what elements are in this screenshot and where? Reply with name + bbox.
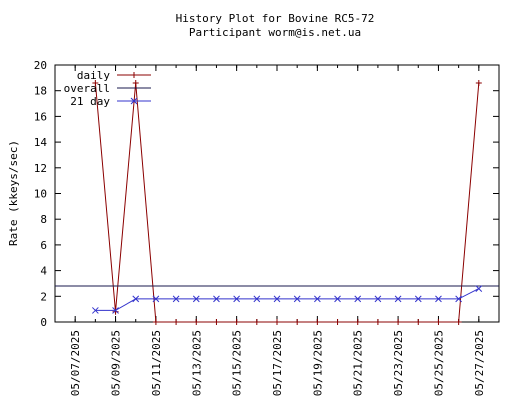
data-point-21-day [112, 307, 119, 314]
data-point-21-day [293, 295, 301, 303]
data-point-21-day [414, 295, 422, 303]
data-point-daily [112, 308, 119, 315]
legend-label-21-day: 21 day [70, 95, 110, 108]
y-tick-label: 14 [34, 136, 48, 149]
data-point-daily [173, 319, 180, 325]
x-tick-label: 05/21/2025 [352, 330, 365, 396]
x-tick-label: 05/25/2025 [432, 330, 445, 396]
y-tick-label: 10 [34, 188, 47, 201]
x-tick-label: 05/27/2025 [473, 330, 486, 396]
y-tick-label: 8 [40, 213, 47, 226]
data-point-daily [132, 79, 139, 86]
x-tick-label: 05/09/2025 [110, 330, 123, 396]
x-tick-label: 05/23/2025 [392, 330, 405, 396]
data-point-21-day [374, 295, 382, 303]
data-point-daily [233, 319, 240, 325]
legend-label-overall: overall [64, 82, 110, 95]
series-layer [55, 79, 499, 325]
data-point-21-day [152, 295, 160, 303]
y-axis-label: Rate (kkeys/sec) [7, 140, 20, 246]
series-daily [92, 79, 482, 325]
x-tick-label: 05/07/2025 [69, 330, 82, 396]
plot-border [54, 64, 500, 323]
ticks-layer: 0 2 4 6 8 10 12 14 16 18 20 05/07/2025 05/09/2025 05/… [34, 59, 499, 396]
chart-subtitle: Participant worm@is.net.ua [189, 26, 361, 39]
data-point-daily [354, 319, 361, 325]
y-tick-label: 18 [34, 85, 47, 98]
legend-label-daily: daily [77, 69, 110, 82]
y-tick-label: 0 [40, 316, 47, 329]
y-tick-label: 2 [40, 290, 47, 303]
x-tick-label: 05/17/2025 [271, 330, 284, 396]
data-point-21-day [213, 295, 220, 303]
legend-marker-21-day [130, 97, 138, 105]
data-point-21-day [233, 295, 240, 303]
x-tick-label: 05/13/2025 [190, 330, 203, 396]
series-line-daily [94, 82, 480, 323]
y-tick-label: 12 [34, 162, 47, 175]
data-point-daily [294, 319, 301, 325]
data-point-daily [152, 319, 159, 325]
data-point-21-day [354, 295, 362, 303]
data-point-21-day [435, 295, 442, 303]
x-tick-label: 05/19/2025 [311, 330, 324, 396]
x-tick-label: 05/15/2025 [231, 330, 244, 396]
y-tick-label: 6 [40, 239, 47, 252]
y-tick-label: 16 [34, 110, 47, 123]
data-point-daily [435, 319, 442, 325]
chart-title: History Plot for Bovine RC5-72 [176, 12, 375, 25]
data-point-daily [274, 319, 280, 325]
data-point-daily [455, 319, 462, 325]
data-point-21-day [192, 295, 200, 303]
data-point-21-day [334, 295, 341, 303]
data-point-daily [334, 319, 341, 325]
data-point-daily [253, 319, 260, 325]
data-point-daily [193, 319, 200, 325]
y-tick-label: 20 [34, 59, 47, 72]
series-line-21-day [95, 288, 480, 311]
data-point-daily [213, 319, 220, 325]
data-point-daily [374, 319, 381, 325]
data-point-21-day [273, 295, 281, 303]
data-point-21-day [455, 295, 462, 303]
legend-marker-daily [131, 72, 137, 78]
series-21-day [92, 285, 483, 314]
data-point-21-day [92, 307, 99, 314]
data-point-21-day [475, 285, 483, 292]
data-point-daily [395, 319, 402, 325]
data-point-daily [475, 79, 482, 86]
data-point-21-day [394, 295, 402, 303]
x-tick-label: 05/11/2025 [150, 330, 163, 396]
data-point-21-day [314, 295, 321, 303]
y-tick-label: 4 [40, 265, 47, 278]
data-point-daily [415, 319, 422, 325]
data-point-21-day [172, 295, 180, 303]
data-point-21-day [132, 295, 140, 303]
data-point-daily [92, 79, 99, 86]
data-point-21-day [253, 295, 261, 303]
data-point-daily [314, 319, 321, 325]
